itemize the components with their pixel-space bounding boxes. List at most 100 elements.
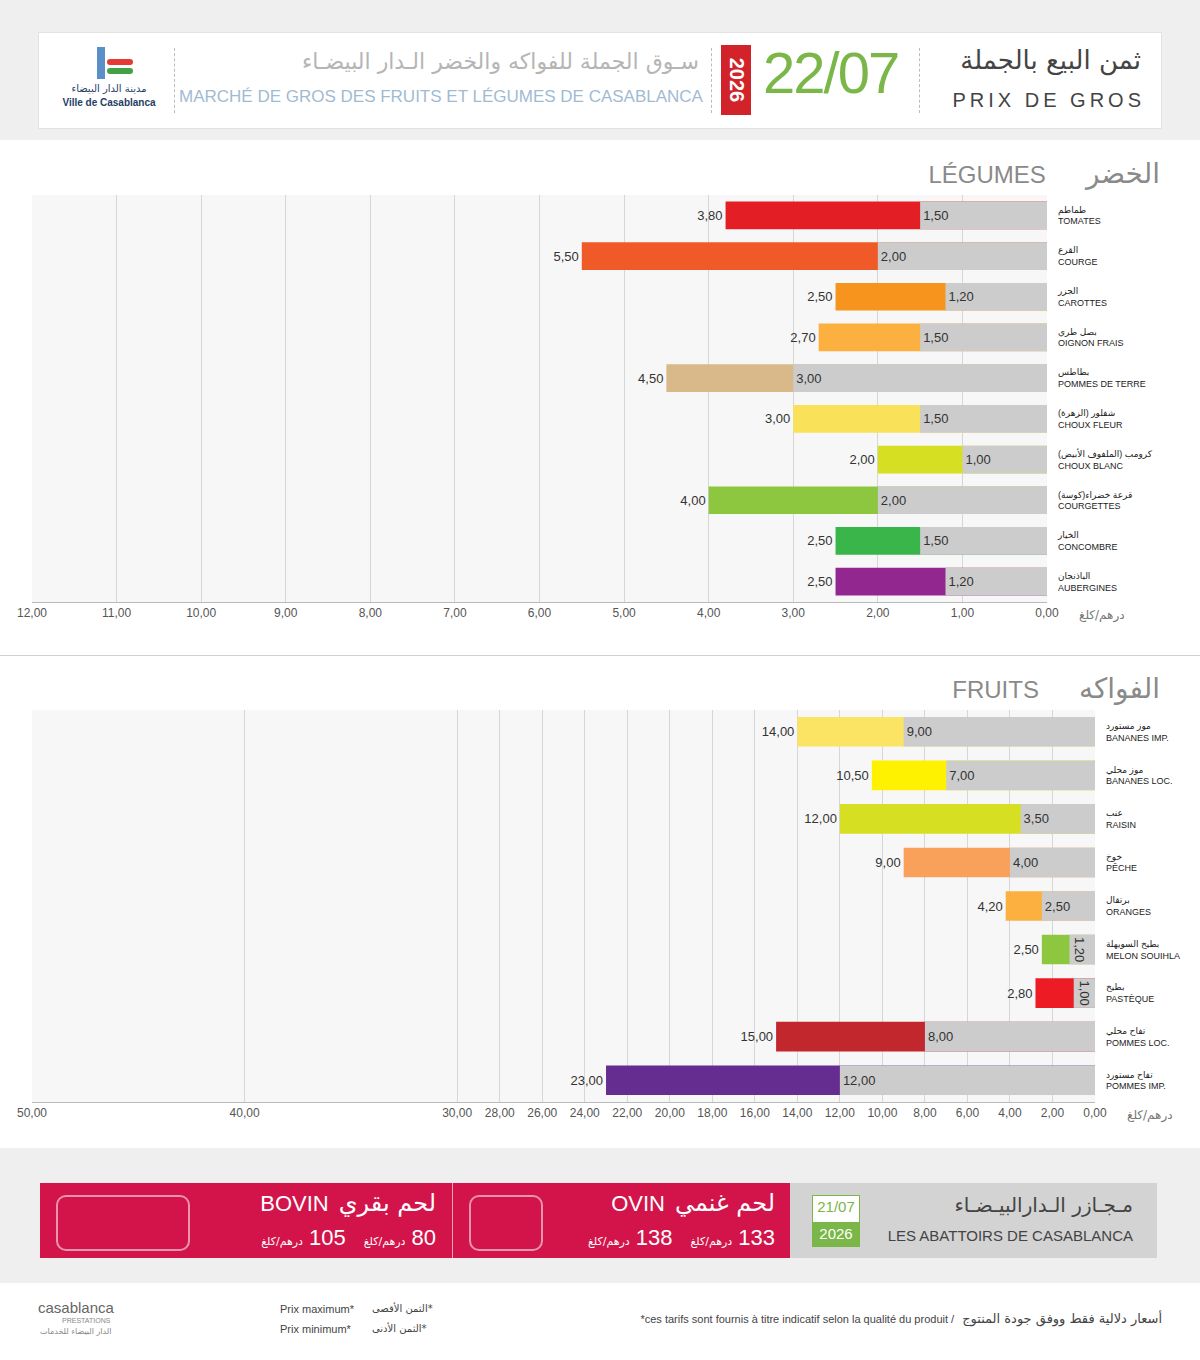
html-text:22/07: 22/07 xyxy=(763,40,899,105)
svg-text:10,00: 10,00 xyxy=(867,1106,897,1120)
svg-text:40,00: 40,00 xyxy=(230,1106,260,1120)
svg-text:2,50: 2,50 xyxy=(807,289,832,304)
svg-text:عنبRAISIN: عنبRAISIN xyxy=(1106,808,1136,830)
svg-text:15,00: 15,00 xyxy=(741,1029,774,1044)
svg-text:6,00: 6,00 xyxy=(528,606,552,620)
svg-text:1,20: 1,20 xyxy=(1072,937,1087,962)
html-text:ثمن البيع بالجملة: ثمن البيع بالجملة xyxy=(960,45,1141,75)
svg-text:تفاح محليPOMMES LOC.: تفاح محليPOMMES LOC. xyxy=(1106,1026,1170,1048)
svg-text:4,00: 4,00 xyxy=(697,606,721,620)
svg-text:4,00: 4,00 xyxy=(680,493,705,508)
svg-text:12,00: 12,00 xyxy=(825,1106,855,1120)
html-text:سـوق الجملة للفواكه والخضر الـ: سـوق الجملة للفواكه والخضر الـدار البيضـ… xyxy=(302,49,699,74)
svg-text:10,00: 10,00 xyxy=(186,606,216,620)
svg-text:الجزرCAROTTES: الجزرCAROTTES xyxy=(1057,286,1107,308)
html-text:LÉGUMES: LÉGUMES xyxy=(928,161,1046,188)
html-text:درهم/كلغ 105: درهم/كلغ 105 xyxy=(261,1225,346,1250)
svg-text:6,00: 6,00 xyxy=(956,1106,980,1120)
svg-text:11,00: 11,00 xyxy=(102,606,131,620)
svg-text:القرعCOURGE: القرعCOURGE xyxy=(1058,245,1098,267)
svg-text:قرعة خضراء(كوسة)COURGETTES: قرعة خضراء(كوسة)COURGETTES xyxy=(1058,490,1132,512)
svg-text:الباذنجانAUBERGINES: الباذنجانAUBERGINES xyxy=(1058,571,1117,593)
svg-text:3,80: 3,80 xyxy=(697,208,722,223)
svg-text:9,00: 9,00 xyxy=(875,855,900,870)
svg-text:1,50: 1,50 xyxy=(923,411,948,426)
svg-text:1,00: 1,00 xyxy=(965,452,990,467)
svg-text:12,00: 12,00 xyxy=(843,1073,876,1088)
svg-text:1,20: 1,20 xyxy=(949,574,974,589)
svg-text:موز محليBANANES LOC.: موز محليBANANES LOC. xyxy=(1106,765,1173,787)
html-text:الخضر: الخضر xyxy=(1085,157,1160,190)
svg-text:4,20: 4,20 xyxy=(977,899,1002,914)
svg-text:24,00: 24,00 xyxy=(570,1106,600,1120)
svg-text:2,80: 2,80 xyxy=(1007,986,1032,1001)
html-text:BOVIN لحم بقري: BOVIN لحم بقري xyxy=(260,1189,436,1217)
svg-text:50,00: 50,00 xyxy=(17,1106,47,1120)
svg-text:4,00: 4,00 xyxy=(1013,855,1038,870)
svg-text:1,00: 1,00 xyxy=(1077,980,1092,1005)
svg-text:12,00: 12,00 xyxy=(804,811,837,826)
svg-text:10,50: 10,50 xyxy=(836,768,869,783)
svg-text:درهم/كلغ: درهم/كلغ xyxy=(1079,608,1125,623)
svg-text:23,00: 23,00 xyxy=(570,1073,603,1088)
svg-text:بطاطسPOMMES DE TERRE: بطاطسPOMMES DE TERRE xyxy=(1058,367,1146,389)
svg-text:2,50: 2,50 xyxy=(807,574,832,589)
svg-text:1,50: 1,50 xyxy=(923,330,948,345)
svg-text:8,00: 8,00 xyxy=(928,1029,953,1044)
svg-text:7,00: 7,00 xyxy=(443,606,467,620)
svg-text:26,00: 26,00 xyxy=(527,1106,557,1120)
svg-text:برتقالORANGES: برتقالORANGES xyxy=(1106,895,1151,917)
svg-text:بصل طريOIGNON FRAIS: بصل طريOIGNON FRAIS xyxy=(1058,327,1124,349)
svg-text:3,00: 3,00 xyxy=(796,371,821,386)
svg-text:30,00: 30,00 xyxy=(442,1106,472,1120)
svg-text:2,50: 2,50 xyxy=(807,533,832,548)
svg-text:0,00: 0,00 xyxy=(1035,606,1059,620)
svg-text:5,00: 5,00 xyxy=(612,606,636,620)
svg-text:2,00: 2,00 xyxy=(850,452,875,467)
svg-text:9,00: 9,00 xyxy=(274,606,298,620)
svg-text:5,50: 5,50 xyxy=(553,249,578,264)
svg-text:تفاح مستوردPOMMES IMP.: تفاح مستوردPOMMES IMP. xyxy=(1106,1070,1166,1092)
svg-text:12,00: 12,00 xyxy=(17,606,47,620)
html-text:FRUITS: FRUITS xyxy=(952,676,1039,703)
svg-text:22,00: 22,00 xyxy=(612,1106,642,1120)
svg-text:7,00: 7,00 xyxy=(949,768,974,783)
svg-text:بطيخ السويهلةMELON SOUIHLA: بطيخ السويهلةMELON SOUIHLA xyxy=(1106,939,1180,961)
svg-text:14,00: 14,00 xyxy=(762,724,795,739)
svg-text:2,00: 2,00 xyxy=(866,606,890,620)
html-text:الفواكه: الفواكه xyxy=(1078,672,1160,705)
svg-text:كرومب (الملفوف الأبيض)CHOUX BL: كرومب (الملفوف الأبيض)CHOUX BLANC xyxy=(1058,448,1153,471)
svg-text:خوخPÊCHE: خوخPÊCHE xyxy=(1106,852,1137,874)
svg-text:3,00: 3,00 xyxy=(782,606,806,620)
html-text:OVIN لحم غنمي: OVIN لحم غنمي xyxy=(611,1189,775,1217)
svg-text:4,00: 4,00 xyxy=(998,1106,1022,1120)
svg-text:3,50: 3,50 xyxy=(1024,811,1049,826)
svg-text:3,00: 3,00 xyxy=(765,411,790,426)
svg-text:2,70: 2,70 xyxy=(790,330,815,345)
svg-text:16,00: 16,00 xyxy=(740,1106,770,1120)
svg-text:18,00: 18,00 xyxy=(697,1106,727,1120)
svg-text:1,50: 1,50 xyxy=(923,208,948,223)
svg-text:4,50: 4,50 xyxy=(638,371,663,386)
svg-text:الخيارCONCOMBRE: الخيارCONCOMBRE xyxy=(1057,530,1118,552)
svg-text:1,00: 1,00 xyxy=(951,606,975,620)
svg-text:8,00: 8,00 xyxy=(359,606,383,620)
svg-text:طماطمTOMATES: طماطمTOMATES xyxy=(1058,205,1101,227)
svg-text:2,00: 2,00 xyxy=(881,493,906,508)
svg-text:2,50: 2,50 xyxy=(1014,942,1039,957)
svg-text:8,00: 8,00 xyxy=(913,1106,937,1120)
svg-text:0,00: 0,00 xyxy=(1083,1106,1107,1120)
svg-text:بطيخPASTÈQUE: بطيخPASTÈQUE xyxy=(1106,982,1154,1004)
svg-text:موز مستوردBANANES IMP.: موز مستوردBANANES IMP. xyxy=(1106,721,1169,743)
svg-text:درهم/كلغ: درهم/كلغ xyxy=(1127,1108,1173,1123)
svg-text:28,00: 28,00 xyxy=(485,1106,515,1120)
svg-text:2,00: 2,00 xyxy=(1041,1106,1065,1120)
svg-text:14,00: 14,00 xyxy=(782,1106,812,1120)
svg-text:شفلور (الزهرة)CHOUX FLEUR: شفلور (الزهرة)CHOUX FLEUR xyxy=(1058,408,1123,430)
svg-text:20,00: 20,00 xyxy=(655,1106,685,1120)
svg-text:2,00: 2,00 xyxy=(881,249,906,264)
svg-text:1,50: 1,50 xyxy=(923,533,948,548)
svg-text:2,50: 2,50 xyxy=(1045,899,1070,914)
svg-text:1,20: 1,20 xyxy=(949,289,974,304)
svg-text:9,00: 9,00 xyxy=(907,724,932,739)
